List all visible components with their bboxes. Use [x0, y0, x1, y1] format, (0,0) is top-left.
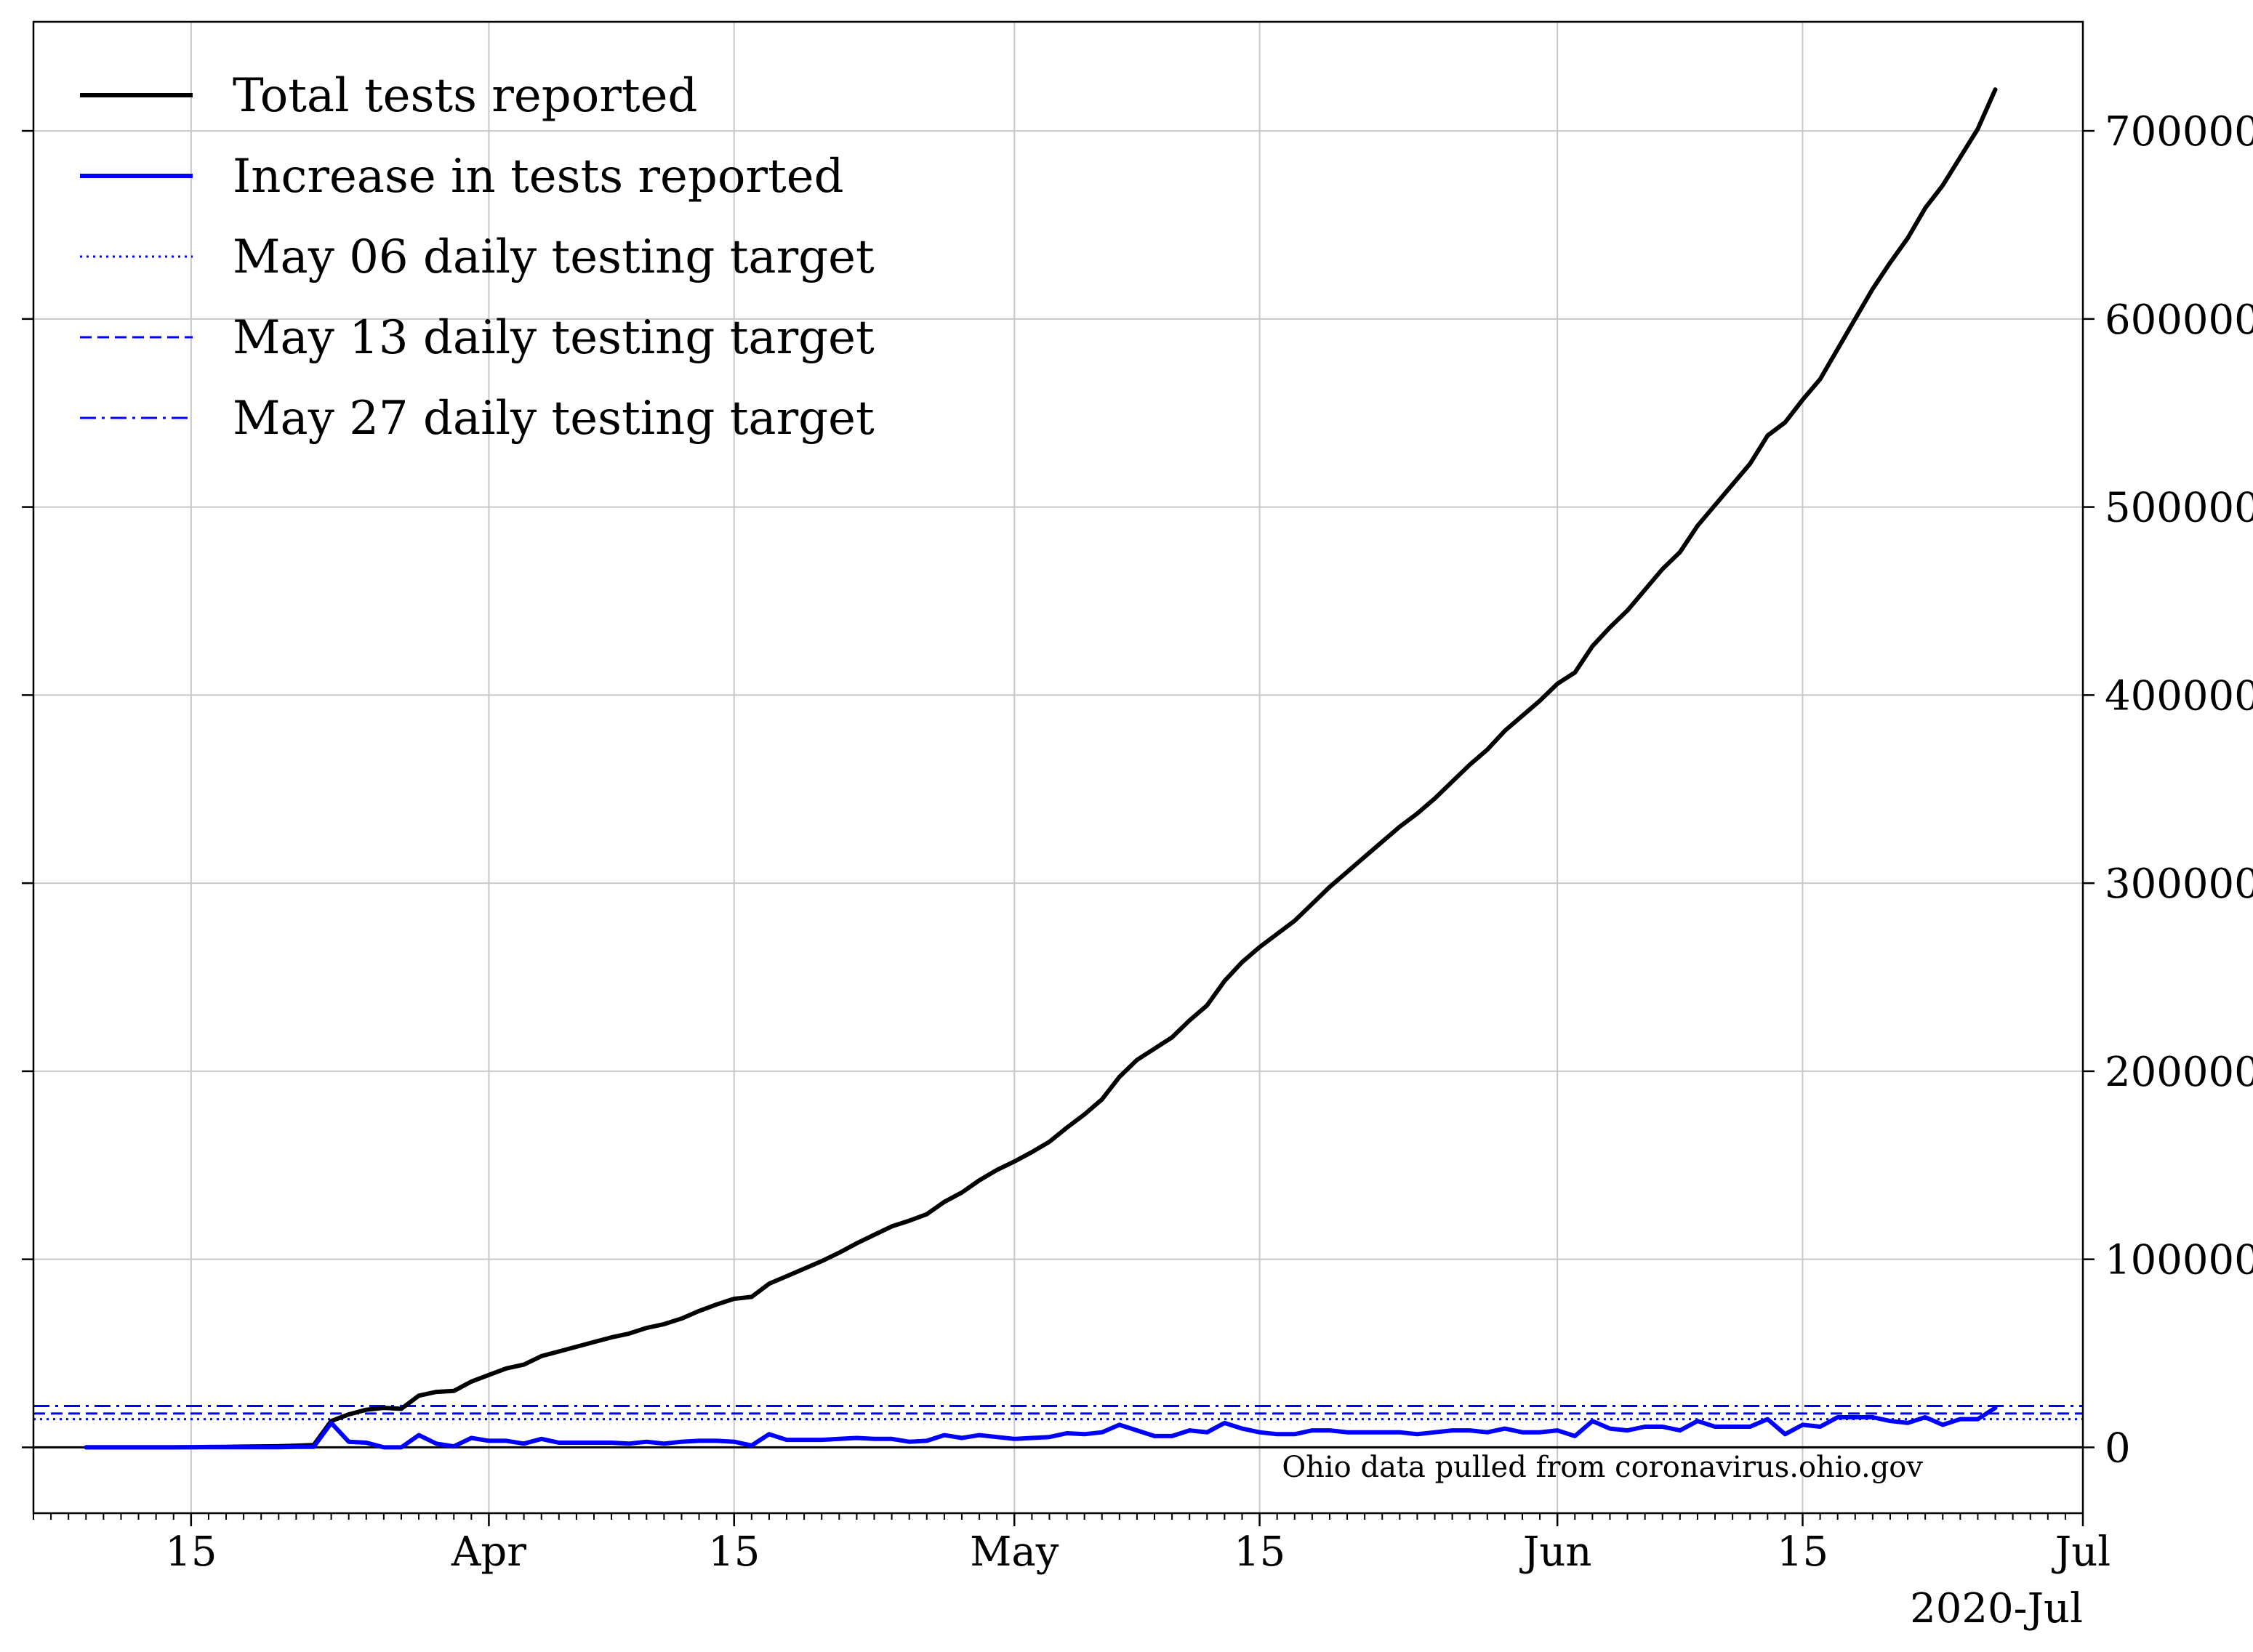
legend: Total tests reported Increase in tests re… — [80, 69, 875, 446]
grid — [33, 22, 2084, 1513]
x-tick-label: Apr — [451, 1528, 526, 1576]
series-layer — [84, 87, 1998, 1450]
y-tick-label: 400000 — [2105, 672, 2253, 720]
legend-item: Total tests reported — [80, 69, 697, 123]
y-tick-label: 700000 — [2105, 108, 2253, 156]
legend-item: Increase in tests reported — [80, 150, 844, 204]
legend-label: May 13 daily testing target — [233, 311, 875, 365]
series-line-1 — [84, 1406, 1998, 1450]
y-tick-label: 200000 — [2105, 1049, 2253, 1096]
y-tick-label: 500000 — [2105, 485, 2253, 532]
series-line-0 — [84, 87, 1998, 1450]
y-tick-label: 0 — [2105, 1425, 2131, 1472]
x-tick-label: 15 — [708, 1528, 760, 1576]
plot-frame — [32, 20, 2084, 1515]
y-tick-label: 100000 — [2105, 1237, 2253, 1284]
legend-label: Total tests reported — [233, 69, 697, 123]
legend-label: May 27 daily testing target — [233, 392, 875, 446]
y-tick-label: 600000 — [2105, 297, 2253, 344]
legend-label: Increase in tests reported — [233, 150, 844, 204]
x-tick-label: Jul — [2052, 1528, 2111, 1576]
source-annotation: Ohio data pulled from coronavirus.ohio.g… — [1282, 1451, 1923, 1484]
y-tick-label: 300000 — [2105, 861, 2253, 908]
x-axis: 15 Apr 15 May 15 Jun 15 Jul — [33, 1513, 2111, 1576]
x-axis-offset-label: 2020-Jul — [1910, 1585, 2083, 1632]
legend-item: May 06 daily testing target — [80, 230, 875, 284]
x-tick-label: 15 — [1777, 1528, 1828, 1576]
x-tick-label: May — [970, 1528, 1059, 1576]
x-tick-label: 15 — [165, 1528, 217, 1576]
x-tick-label: Jun — [1519, 1528, 1592, 1576]
legend-item: May 13 daily testing target — [80, 311, 875, 365]
y-axis: 0 100000 200000 300000 400000 500000 600000 700… — [22, 108, 2253, 1472]
legend-item: May 27 daily testing target — [80, 392, 875, 446]
legend-label: May 06 daily testing target — [233, 230, 875, 284]
x-tick-label: 15 — [1234, 1528, 1285, 1576]
reference-lines — [33, 1405, 2083, 1421]
